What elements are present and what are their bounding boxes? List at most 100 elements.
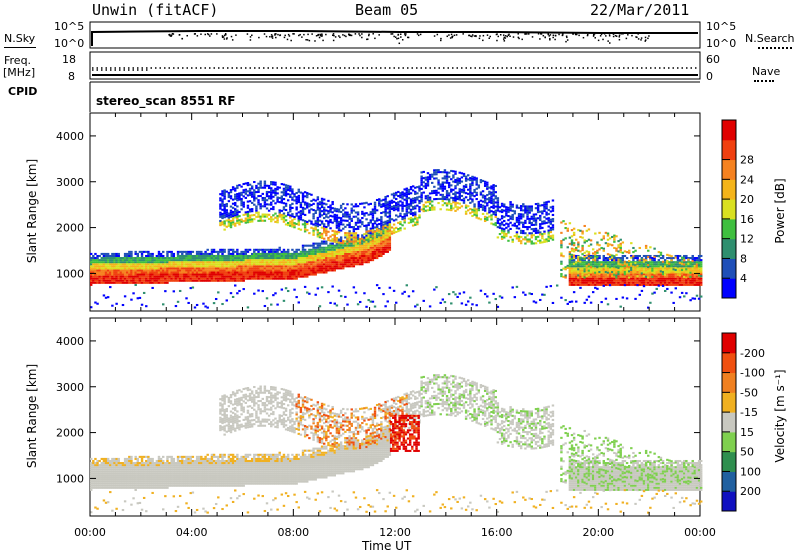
cell xyxy=(337,259,341,262)
cell xyxy=(229,195,233,198)
cell xyxy=(284,275,288,278)
cell xyxy=(140,275,144,278)
cell xyxy=(261,205,264,208)
cell xyxy=(409,192,413,195)
cell xyxy=(121,303,125,307)
cell xyxy=(447,293,451,296)
cell xyxy=(331,257,334,260)
cell xyxy=(606,281,610,284)
cell xyxy=(183,279,186,282)
cell xyxy=(189,259,192,262)
nsky-dot xyxy=(509,35,511,37)
cell xyxy=(602,268,605,271)
cell xyxy=(174,261,178,264)
cell xyxy=(316,269,320,272)
cell xyxy=(388,225,392,228)
cell xyxy=(534,203,538,206)
cell xyxy=(318,207,322,210)
cell xyxy=(280,252,284,255)
cell xyxy=(452,176,455,179)
cell xyxy=(187,271,190,274)
cell xyxy=(382,202,385,206)
cell xyxy=(530,236,533,239)
cell xyxy=(157,275,161,278)
cell xyxy=(384,231,387,234)
cell xyxy=(422,210,425,213)
cell xyxy=(284,271,288,274)
cell xyxy=(301,254,305,258)
cell xyxy=(157,263,161,266)
cell xyxy=(344,234,347,237)
cell xyxy=(310,244,313,247)
cell xyxy=(333,209,336,212)
cell xyxy=(467,188,470,191)
nsky-dot xyxy=(540,33,543,35)
cell xyxy=(306,222,309,226)
cell xyxy=(191,259,195,262)
cell xyxy=(274,265,277,268)
cell xyxy=(231,223,235,226)
cell xyxy=(335,210,339,213)
cell xyxy=(217,267,220,270)
cell xyxy=(591,257,595,260)
cell xyxy=(130,254,133,258)
cell xyxy=(572,261,576,264)
cell xyxy=(187,279,190,282)
cell xyxy=(320,240,324,243)
cell xyxy=(308,211,311,214)
cell xyxy=(399,220,402,224)
cell xyxy=(443,175,447,178)
nsky-dot xyxy=(574,33,577,35)
cell xyxy=(373,250,377,253)
cell xyxy=(608,253,612,256)
cell xyxy=(348,250,351,253)
cell xyxy=(589,239,593,242)
cell xyxy=(111,261,114,264)
cell xyxy=(126,271,129,274)
nsky-dot xyxy=(419,33,422,36)
cell xyxy=(348,240,351,243)
cell xyxy=(267,197,271,200)
cell xyxy=(602,259,605,262)
nsky-dot xyxy=(170,35,173,37)
cell xyxy=(416,196,419,199)
cell xyxy=(325,203,328,206)
cell xyxy=(168,267,171,270)
cell xyxy=(159,261,163,264)
cell xyxy=(390,193,394,196)
cell xyxy=(367,234,370,237)
cell xyxy=(149,271,152,274)
cell xyxy=(178,271,182,274)
cell xyxy=(248,259,252,262)
cell xyxy=(331,211,334,214)
cell xyxy=(270,201,273,204)
cell xyxy=(244,211,248,214)
cell xyxy=(318,305,322,308)
cell xyxy=(94,301,97,304)
cell xyxy=(113,267,116,270)
cell xyxy=(123,277,127,280)
cell xyxy=(600,279,603,282)
cell xyxy=(575,281,578,284)
cell xyxy=(210,275,214,278)
cell xyxy=(339,219,343,222)
cell xyxy=(242,265,245,268)
cell xyxy=(265,213,269,216)
cell xyxy=(365,228,368,231)
cell xyxy=(181,263,184,266)
cell xyxy=(214,254,218,258)
nsearch-legend-dots xyxy=(758,47,792,49)
cell xyxy=(168,259,171,262)
cell xyxy=(126,254,129,258)
cell xyxy=(638,261,641,264)
cell xyxy=(293,263,296,266)
cell xyxy=(231,277,235,280)
cell xyxy=(138,261,142,264)
cell xyxy=(204,269,207,272)
cell xyxy=(589,281,593,284)
cell xyxy=(407,192,411,196)
cell xyxy=(316,261,320,264)
cell xyxy=(411,220,415,223)
cell xyxy=(244,267,248,270)
cell xyxy=(221,250,224,253)
